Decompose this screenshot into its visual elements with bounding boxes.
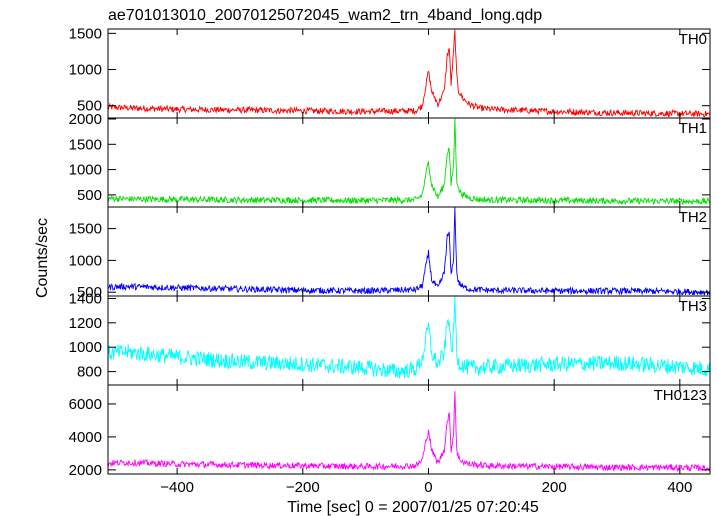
x-tick-label: −400: [160, 479, 194, 496]
panel-label-th0: TH0: [679, 31, 707, 48]
x-tick-label: 0: [424, 479, 432, 496]
chart-title: ae701013010_20070125072045_wam2_trn_4ban…: [108, 7, 542, 24]
y-tick-label: 1000: [69, 162, 102, 179]
y-tick-label: 6000: [69, 396, 102, 413]
y-tick-label: 1500: [69, 136, 102, 153]
x-tick-label: 400: [667, 479, 692, 496]
panel-label-th1: TH1: [679, 120, 707, 137]
panel-frame-th2: [107, 206, 711, 297]
series-line-th0: [107, 29, 711, 118]
x-axis-label: Time [sec] 0 = 2007/01/25 07:20:45: [287, 499, 539, 516]
y-tick-label: 1000: [69, 62, 102, 79]
y-tick-label: 1500: [69, 221, 102, 238]
panel-frame-th0: [107, 28, 711, 119]
series-line-th1: [107, 117, 711, 206]
panel-frame-th0123: [107, 384, 711, 475]
panel-label-th2: TH2: [679, 209, 707, 226]
y-tick-label: 500: [77, 187, 102, 204]
panel-label-th0123: TH0123: [654, 387, 707, 404]
y-tick-label: 500: [77, 98, 102, 115]
y-tick-label: 1500: [69, 25, 102, 42]
x-tick-label: −200: [286, 479, 320, 496]
series-line-th2: [107, 206, 711, 296]
y-tick-label: 800: [77, 364, 102, 381]
panel-frame-th3: [107, 295, 711, 386]
y-tick-label: 2000: [69, 111, 102, 128]
panel-frame-th1: [107, 117, 711, 208]
series-line-th0123: [107, 391, 711, 473]
x-tick-label: 200: [542, 479, 567, 496]
y-tick-label: 1400: [69, 290, 102, 307]
y-tick-label: 1200: [69, 315, 102, 332]
y-tick-label: 2000: [69, 462, 102, 479]
series-line-th3: [107, 296, 711, 379]
y-tick-label: 4000: [69, 429, 102, 446]
y-tick-label: 1000: [69, 252, 102, 269]
panel-label-th3: TH3: [679, 298, 707, 315]
y-axis-label: Counts/sec: [34, 218, 51, 298]
y-tick-label: 500: [77, 284, 102, 301]
y-tick-label: 1000: [69, 339, 102, 356]
